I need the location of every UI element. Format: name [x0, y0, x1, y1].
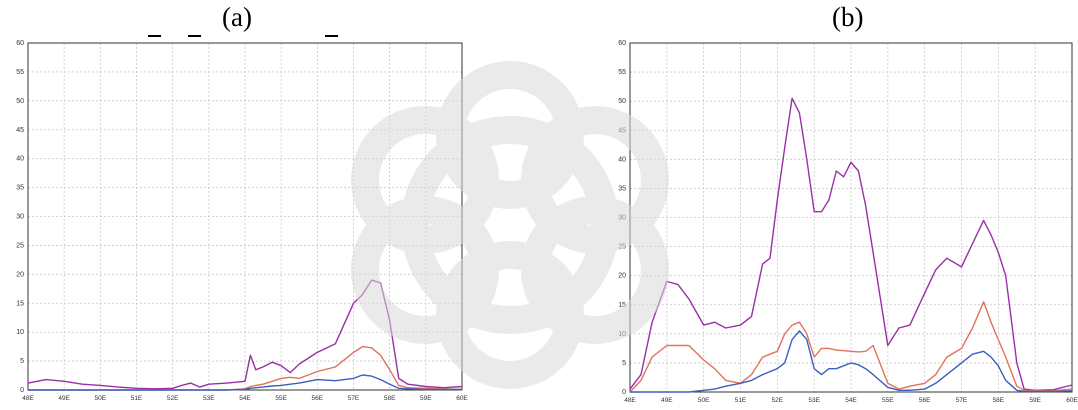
panel-a-y-tick-label: 20	[16, 271, 24, 278]
panel-b-x-tick-label: 51E	[735, 397, 747, 404]
panel-b-x-tick-label: 58E	[993, 397, 1005, 404]
panel-a-y-tick-label: 55	[16, 69, 24, 76]
panel-a-title-mark	[188, 35, 201, 37]
panel-b-x-tick-label: 59E	[1029, 397, 1041, 404]
panel-a-y-tick-label: 45	[16, 127, 24, 134]
panel-a-y-tick-label: 15	[16, 300, 24, 307]
panel-a-series-line-2	[28, 374, 462, 391]
panel-b-x-tick-label: 53E	[808, 397, 820, 404]
panel-a-x-tick-label: 50E	[95, 395, 107, 402]
panel-a-y-tick-label: 25	[16, 242, 24, 249]
panel-b-y-tick-label: 40	[618, 156, 626, 163]
panel-b-x-tick-label: 50E	[698, 397, 710, 404]
panel-b-y-tick-label: 55	[618, 69, 626, 76]
panel-b-x-tick-label: 49E	[661, 397, 673, 404]
panel-a-y-tick-label: 0	[20, 387, 24, 394]
panel-b-x-tick-label: 52E	[772, 397, 784, 404]
panel-b-y-tick-label: 60	[618, 40, 626, 47]
panel-b-y-tick-label: 20	[618, 273, 626, 280]
panel-b-series-line-2	[630, 330, 1073, 393]
panel-b-y-tick-label: 0	[622, 389, 626, 396]
panel-a-x-tick-label: 57E	[348, 395, 360, 402]
panel-a-title-mark	[325, 35, 338, 37]
panel-a-y-tick-label: 60	[16, 40, 24, 47]
panel-a-y-tick-label: 40	[16, 156, 24, 163]
watermark-logo	[351, 61, 669, 389]
panel-b-y-tick-label: 50	[618, 98, 626, 105]
panel-b-x-tick-label: 57E	[956, 397, 968, 404]
panel-b-label: (b)	[832, 2, 864, 32]
panel-a-label: (a)	[222, 2, 252, 32]
panel-a-y-tick-label: 5	[20, 358, 24, 365]
panel-a-x-tick-label: 54E	[239, 395, 251, 402]
panel-b-x-tick-label: 56E	[919, 397, 931, 404]
panel-b-x-tick-label: 48E	[624, 397, 636, 404]
panel-b-series-line-1	[629, 301, 1073, 393]
panel-a-x-tick-label: 51E	[131, 395, 143, 402]
panel-a-x-tick-label: 55E	[275, 395, 287, 402]
panel-a-x-tick-label: 60E	[456, 395, 468, 402]
panel-b-series-line-0	[629, 97, 1073, 391]
panel-b-x-tick-label: 60E	[1066, 397, 1078, 404]
panel-a-y-tick-label: 50	[16, 98, 24, 105]
panel-a-x-tick-label: 48E	[22, 395, 34, 402]
panel-a-x-tick-label: 59E	[420, 395, 432, 402]
panel-b-y-tick-label: 5	[622, 360, 626, 367]
panel-b-y-tick-label: 15	[618, 302, 626, 309]
panel-a-x-tick-label: 49E	[58, 395, 70, 402]
panel-a-x-tick-label: 53E	[203, 395, 215, 402]
panel-b-x-tick-label: 55E	[882, 397, 894, 404]
panel-a-y-tick-label: 10	[16, 329, 24, 336]
panel-a-x-tick-label: 52E	[167, 395, 179, 402]
panel-a-x-tick-label: 56E	[312, 395, 324, 402]
panel-a-title-mark	[148, 35, 161, 37]
panel-b-x-tick-label: 54E	[845, 397, 857, 404]
panel-a-x-tick-label: 58E	[384, 395, 396, 402]
panel-a-y-tick-label: 35	[16, 185, 24, 192]
panel-a-y-tick-label: 30	[16, 214, 24, 221]
panel-b-y-tick-label: 35	[618, 185, 626, 192]
